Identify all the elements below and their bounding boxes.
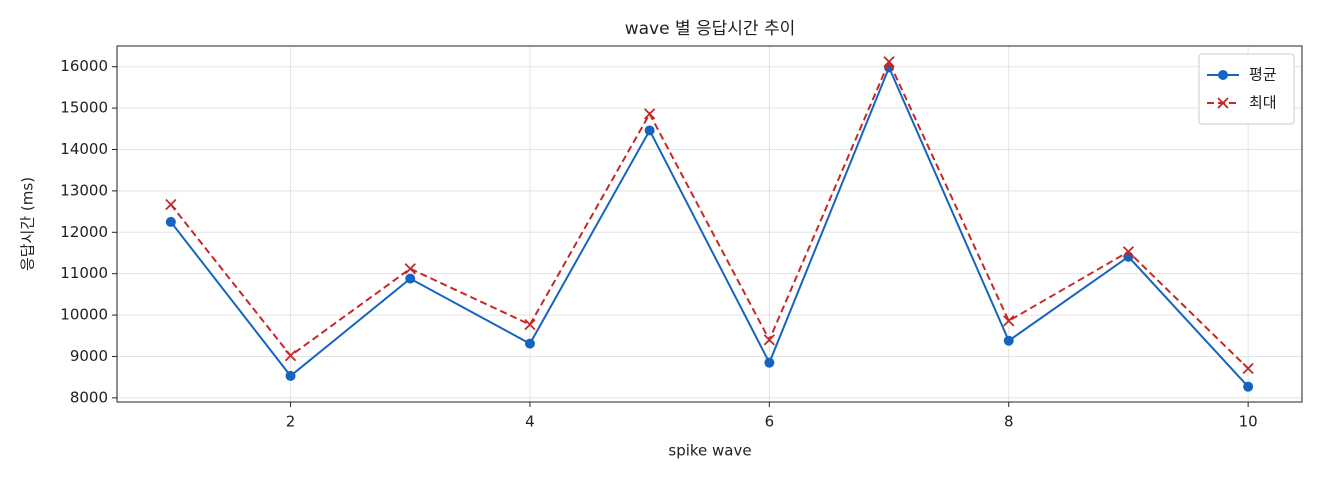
y-tick-label: 10000 [60, 306, 108, 324]
point [165, 198, 177, 211]
y-tick-label: 12000 [60, 223, 108, 241]
plot-frame [116, 45, 1303, 403]
series-line [170, 64, 1249, 388]
x-tick-label: 10 [1239, 413, 1258, 431]
y-tick-label: 11000 [60, 264, 108, 282]
point [1003, 335, 1014, 346]
y-tick-label: 15000 [60, 99, 108, 117]
x-tick-label: 4 [525, 413, 535, 431]
point [405, 273, 416, 284]
x-tick-label: 6 [765, 413, 775, 431]
point [524, 318, 536, 331]
y-tick-label: 16000 [60, 57, 108, 75]
y-tick-label: 8000 [70, 388, 108, 406]
point [284, 350, 297, 362]
legend-label: 최대 [1249, 94, 1277, 112]
point [1003, 315, 1015, 327]
point [763, 334, 775, 346]
x-tick-label: 2 [286, 413, 296, 431]
point [1123, 251, 1134, 262]
point [883, 56, 895, 68]
point [404, 263, 416, 275]
point [1122, 246, 1135, 258]
point [1242, 362, 1254, 375]
legend-label: 평균 [1249, 66, 1277, 84]
legend-marker [1218, 70, 1228, 80]
y-axis-label: 응답시간 (ms) [19, 177, 37, 271]
point [1243, 381, 1254, 392]
point [165, 216, 176, 227]
point [644, 125, 655, 136]
y-tick-label: 9000 [70, 347, 108, 365]
point [764, 357, 775, 368]
point [644, 108, 656, 120]
chart-title: wave 별 응답시간 추이 [625, 19, 796, 39]
x-axis-label: spike wave [668, 442, 751, 460]
legend-marker [1217, 97, 1229, 109]
x-tick-label: 8 [1004, 413, 1014, 431]
point [285, 370, 296, 381]
point [524, 338, 535, 349]
y-tick-label: 14000 [60, 140, 108, 158]
y-tick-label: 13000 [60, 181, 108, 199]
series-line [170, 59, 1249, 370]
legend-box [1198, 53, 1295, 125]
